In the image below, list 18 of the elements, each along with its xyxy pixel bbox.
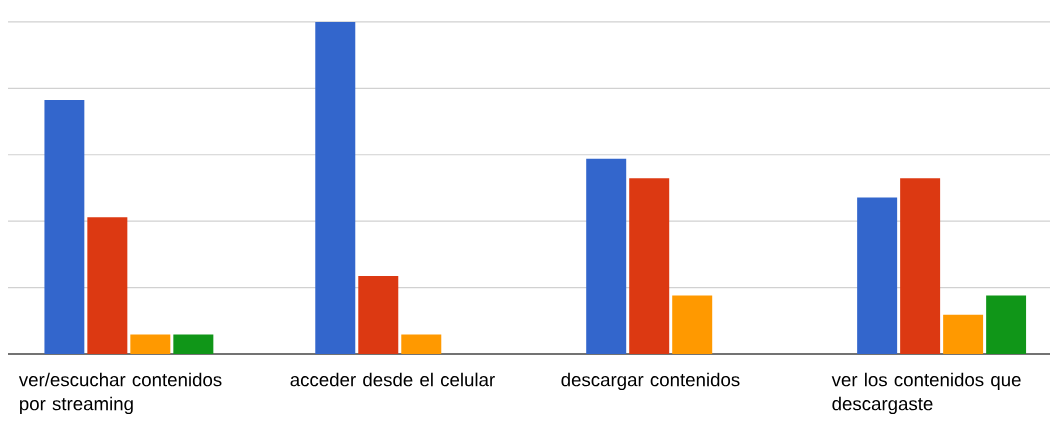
- bar: [173, 334, 214, 354]
- bar: [943, 314, 984, 354]
- x-tick-label: ver/escuchar contenidos por streaming: [18, 372, 222, 415]
- bar: [87, 217, 128, 354]
- bar: [629, 178, 670, 354]
- bar: [900, 178, 941, 354]
- bar: [401, 334, 442, 354]
- bar: [857, 197, 898, 354]
- bar: [586, 158, 627, 354]
- x-tick-label: acceder desde el celular: [290, 372, 495, 387]
- bar: [986, 295, 1027, 354]
- bar: [672, 295, 713, 354]
- bar: [315, 21, 356, 354]
- bar: [130, 334, 171, 354]
- bar: [44, 99, 85, 354]
- bar: [358, 275, 399, 354]
- x-tick-label: descargar contenidos: [561, 372, 740, 391]
- x-tick-label: ver los contenidos que descargaste: [831, 372, 1021, 415]
